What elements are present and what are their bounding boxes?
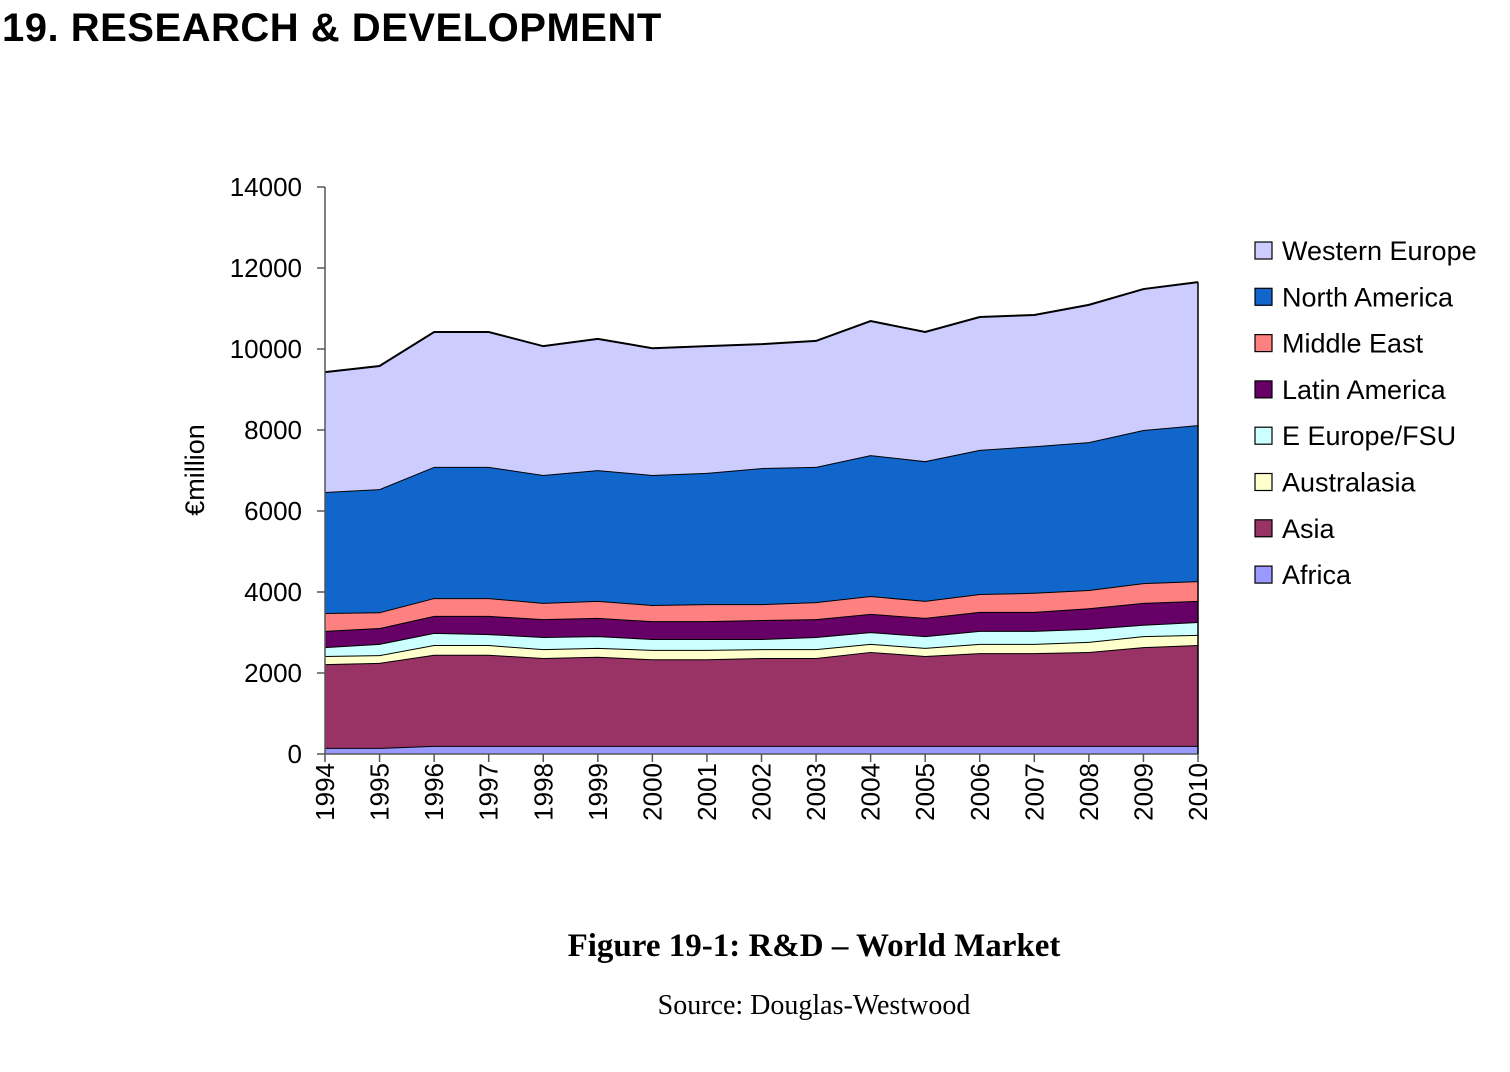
legend-swatch xyxy=(1254,426,1273,445)
x-tick-label: 1995 xyxy=(365,763,395,821)
legend-swatch xyxy=(1254,241,1273,260)
legend-item: Australasia xyxy=(1254,468,1417,498)
x-tick-label: 2002 xyxy=(747,763,777,821)
x-tick-label: 1996 xyxy=(419,763,449,821)
y-tick-label: 14000 xyxy=(230,172,302,202)
x-tick-label: 2008 xyxy=(1074,763,1104,821)
legend-label: Australasia xyxy=(1282,468,1417,498)
legend-label: North America xyxy=(1282,282,1454,312)
area-middle-east xyxy=(325,581,1198,631)
area-layer xyxy=(324,281,1199,754)
legend-item: Latin America xyxy=(1254,375,1447,405)
y-tick-label: 2000 xyxy=(244,658,302,688)
area-western-europe xyxy=(325,282,1198,492)
x-tick-label: 2005 xyxy=(910,763,940,821)
legend: Western Europe North America Middle East La… xyxy=(1254,236,1477,590)
legend-item: Africa xyxy=(1254,560,1352,590)
x-tick-label: 2003 xyxy=(801,763,831,821)
legend-swatch xyxy=(1254,380,1273,399)
y-tick-label: 0 xyxy=(288,739,302,769)
legend-item: North America xyxy=(1254,282,1454,312)
figure-caption: Figure 19-1: R&D – World Market xyxy=(567,928,1061,964)
y-tick-label: 12000 xyxy=(230,253,302,283)
x-tick-label: 2004 xyxy=(856,763,886,821)
y-tick-label: 6000 xyxy=(244,496,302,526)
x-tick-label: 1994 xyxy=(310,763,340,821)
y-tick-label: 10000 xyxy=(230,334,302,364)
x-tick-label: 2009 xyxy=(1128,763,1158,821)
x-tick-label: 2007 xyxy=(1019,763,1049,821)
area-outline-western-europe xyxy=(324,281,1199,374)
page-heading: 19. RESEARCH & DEVELOPMENT xyxy=(2,6,662,50)
legend-label: Asia xyxy=(1282,514,1336,544)
y-axis-label: €million xyxy=(180,424,210,516)
x-tick-label: 1998 xyxy=(528,763,558,821)
legend-swatch xyxy=(1254,287,1273,306)
legend-label: Middle East xyxy=(1282,329,1424,359)
legend-swatch xyxy=(1254,519,1273,538)
area-africa xyxy=(325,745,1198,754)
x-tick-label: 1999 xyxy=(583,763,613,821)
axes-layer: 0 2000 4000 6000 8000 10000 12000 14000 1994 1995… xyxy=(230,172,1213,821)
x-tick-label: 1997 xyxy=(474,763,504,821)
legend-label: E Europe/FSU xyxy=(1282,421,1456,451)
legend-label: Western Europe xyxy=(1282,236,1477,266)
legend-label: Latin America xyxy=(1282,375,1447,405)
area-north-america xyxy=(325,425,1198,614)
legend-item: Asia xyxy=(1254,514,1336,544)
legend-swatch xyxy=(1254,472,1273,492)
legend-item: Middle East xyxy=(1254,329,1424,359)
legend-label: Africa xyxy=(1282,560,1352,590)
x-tick-label: 2010 xyxy=(1183,763,1213,821)
legend-item: E Europe/FSU xyxy=(1254,421,1456,451)
x-tick-label: 2001 xyxy=(692,763,722,821)
legend-item: Western Europe xyxy=(1254,236,1477,266)
area-asia xyxy=(325,645,1198,748)
y-tick-label: 8000 xyxy=(244,415,302,445)
legend-swatch xyxy=(1254,565,1273,584)
figure-source: Source: Douglas-Westwood xyxy=(657,990,971,1021)
y-tick-label: 4000 xyxy=(244,577,302,607)
legend-swatch xyxy=(1254,334,1273,353)
x-tick-label: 2000 xyxy=(637,763,667,821)
x-tick-label: 2006 xyxy=(965,763,995,821)
